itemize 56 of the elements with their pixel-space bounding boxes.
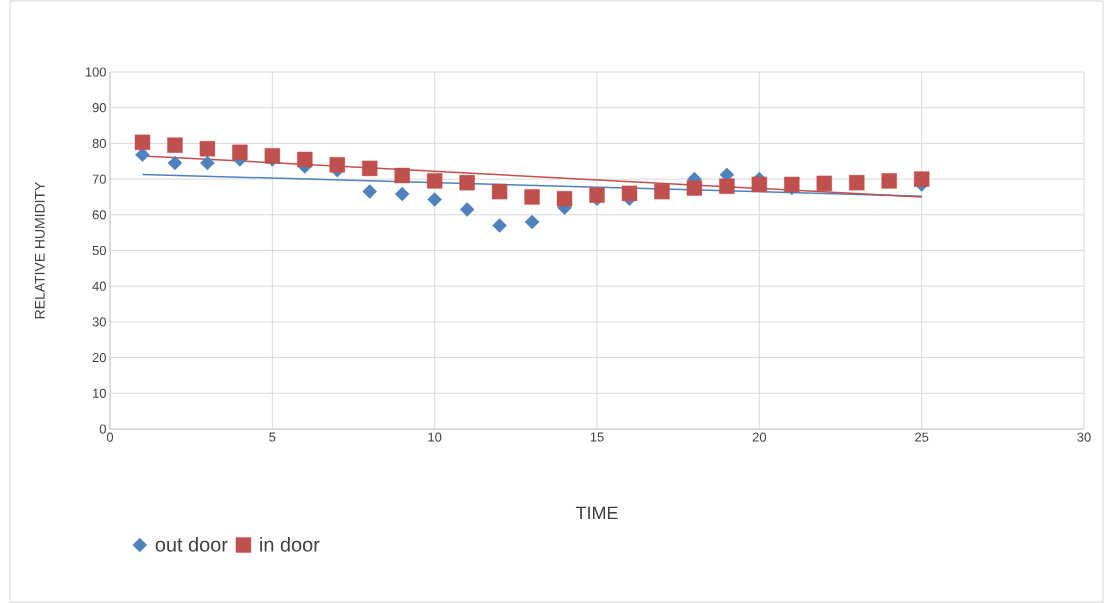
point xyxy=(199,141,216,157)
point xyxy=(394,186,410,202)
point xyxy=(459,174,475,191)
y-tick-label: 10 xyxy=(93,388,106,398)
y-tick-label: 40 xyxy=(92,281,106,291)
point xyxy=(784,176,800,193)
point xyxy=(524,189,540,205)
y-tick-label: 60 xyxy=(92,210,106,220)
point xyxy=(556,191,573,207)
x-axis-title: TIME xyxy=(575,506,618,520)
legend-label: out door xyxy=(155,537,228,552)
point xyxy=(719,178,735,194)
point xyxy=(491,183,508,200)
y-tick-label: 90 xyxy=(92,103,106,113)
point xyxy=(426,173,443,189)
y-tick-label: 0 xyxy=(99,424,106,434)
legend-label: in door xyxy=(260,537,320,552)
point xyxy=(589,187,605,203)
point xyxy=(362,160,378,177)
y-axis-title: RELATIVE HUMIDITY xyxy=(35,181,45,319)
x-tick-label: 15 xyxy=(590,432,604,442)
y-tick-label: 100 xyxy=(85,67,106,77)
point xyxy=(686,180,703,196)
x-tick-label: 25 xyxy=(915,432,929,442)
x-tick-label: 10 xyxy=(428,432,442,442)
x-tick-label: 20 xyxy=(752,432,767,442)
point xyxy=(135,147,150,163)
point xyxy=(329,157,345,173)
point xyxy=(913,171,930,187)
point xyxy=(394,167,410,184)
point xyxy=(167,155,183,171)
point xyxy=(200,155,215,171)
y-tick-label: 30 xyxy=(92,317,106,327)
point xyxy=(881,173,897,189)
point xyxy=(492,218,507,233)
x-tick-label: 5 xyxy=(269,432,276,442)
point xyxy=(167,137,183,153)
point xyxy=(816,175,832,192)
y-tick-label: 80 xyxy=(92,138,106,148)
point xyxy=(427,192,442,207)
point xyxy=(362,184,378,199)
y-tick-label: 20 xyxy=(92,353,106,363)
point xyxy=(621,185,638,202)
point xyxy=(297,151,313,168)
point xyxy=(524,214,540,230)
point xyxy=(232,144,248,161)
y-tick-label: 70 xyxy=(92,174,106,184)
point xyxy=(654,183,670,200)
y-tick-label: 50 xyxy=(92,245,106,256)
point xyxy=(849,174,865,191)
point xyxy=(134,134,151,151)
point xyxy=(459,202,475,217)
point xyxy=(751,176,768,193)
x-tick-label: 30 xyxy=(1077,432,1091,442)
point xyxy=(264,148,281,164)
x-tick-label: 0 xyxy=(106,432,114,442)
